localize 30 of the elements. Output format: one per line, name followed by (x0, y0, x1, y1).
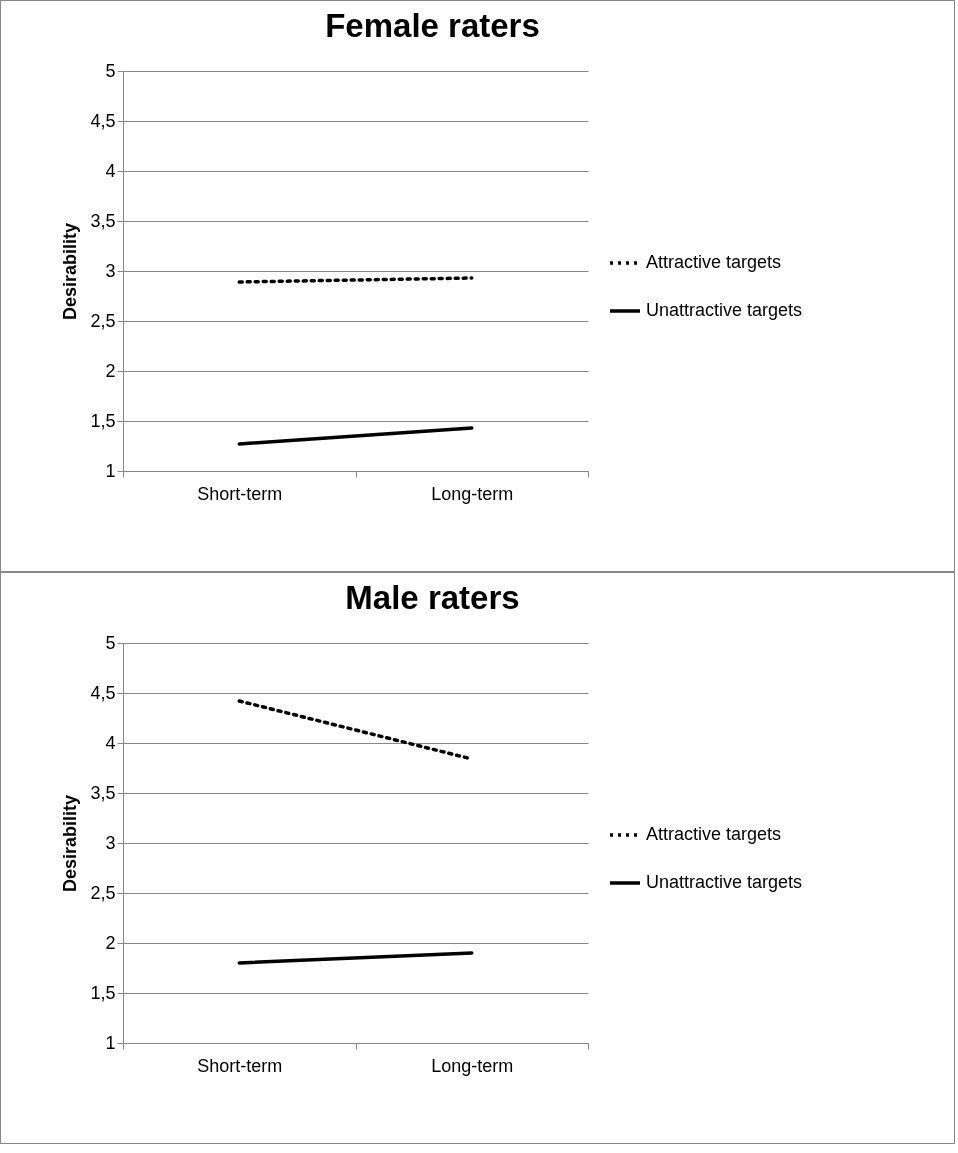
y-tick-label: 4,5 (90, 682, 116, 703)
y-tick-label: 2,5 (90, 310, 116, 331)
y-tick-label: 4 (105, 160, 116, 181)
x-tick-label: Long-term (431, 483, 514, 504)
y-tick-label: 1,5 (90, 410, 116, 431)
legend-label: Unattractive targets (646, 300, 803, 320)
y-tick-label: 4,5 (90, 110, 116, 131)
y-tick-label: 1 (105, 460, 116, 481)
x-tick-label: Short-term (197, 483, 283, 504)
x-tick-label: Long-term (431, 1055, 514, 1076)
x-tick-label: Short-term (197, 1055, 283, 1076)
y-tick-label: 1 (105, 1032, 116, 1053)
y-tick-label: 2 (105, 360, 116, 381)
legend-label: Attractive targets (646, 252, 782, 272)
y-tick-label: 2,5 (90, 882, 116, 903)
y-tick-label: 3 (105, 260, 116, 281)
y-tick-label: 1,5 (90, 982, 116, 1003)
y-tick-label: 3,5 (90, 210, 116, 231)
legend-label: Attractive targets (646, 824, 782, 844)
y-tick-label: 3,5 (90, 782, 116, 803)
y-tick-label: 4 (105, 732, 116, 753)
y-tick-label: 3 (105, 832, 116, 853)
y-axis-title: Desirability (60, 794, 81, 893)
legend-label: Unattractive targets (646, 872, 803, 892)
chart-title: Female raters (325, 7, 540, 44)
y-tick-label: 5 (105, 60, 116, 81)
y-tick-label: 2 (105, 932, 116, 953)
y-tick-label: 5 (105, 632, 116, 653)
chart-title: Male raters (345, 579, 520, 616)
y-axis-title: Desirability (60, 222, 81, 321)
